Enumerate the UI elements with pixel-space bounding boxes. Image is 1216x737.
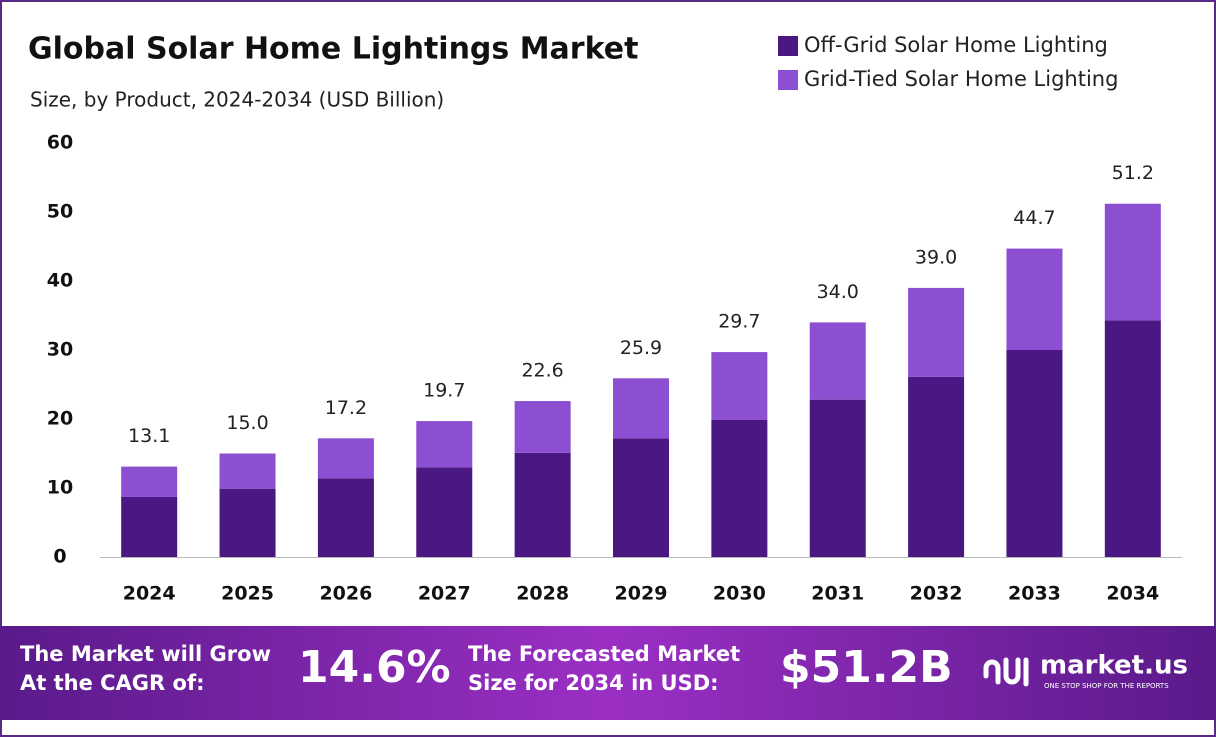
x-tick-label: 2032 bbox=[910, 583, 963, 605]
bar-segment bbox=[514, 452, 571, 557]
x-tick-label: 2030 bbox=[713, 583, 766, 605]
x-tick-label: 2034 bbox=[1106, 583, 1159, 605]
bar-segment bbox=[317, 478, 374, 557]
bar-segment bbox=[908, 287, 965, 377]
bar-segment bbox=[1006, 350, 1063, 557]
bar-segment bbox=[416, 467, 473, 557]
bar-segment bbox=[613, 378, 669, 439]
total-label: 15.0 bbox=[226, 412, 268, 434]
bar-segment bbox=[121, 466, 178, 497]
bar-segment bbox=[121, 496, 178, 557]
legend-label: Off-Grid Solar Home Lighting bbox=[804, 33, 1108, 57]
chart-title: Global Solar Home Lightings Market bbox=[28, 32, 638, 67]
bar-segment bbox=[1104, 203, 1161, 321]
bar-segment bbox=[711, 419, 768, 557]
bar-segment bbox=[219, 453, 276, 489]
x-tick-label: 2026 bbox=[319, 583, 372, 605]
total-label: 22.6 bbox=[521, 360, 563, 382]
x-tick-label: 2024 bbox=[123, 583, 176, 605]
footer-band bbox=[0, 626, 1216, 720]
bar-segment bbox=[514, 401, 571, 453]
total-label: 34.0 bbox=[817, 281, 859, 303]
bar-segment bbox=[219, 488, 276, 557]
y-tick-label: 20 bbox=[47, 408, 73, 430]
legend-label: Grid-Tied Solar Home Lighting bbox=[804, 67, 1118, 91]
bar-segment bbox=[908, 376, 965, 557]
bar-segment bbox=[1006, 248, 1063, 350]
total-label: 17.2 bbox=[325, 397, 367, 419]
y-tick-label: 0 bbox=[53, 546, 66, 568]
brand-tagline: ONE STOP SHOP FOR THE REPORTS bbox=[1044, 682, 1169, 690]
cagr-label: At the CAGR of: bbox=[20, 671, 205, 695]
bar-segment bbox=[711, 352, 768, 420]
bar-segment bbox=[809, 322, 866, 400]
bar-segment bbox=[613, 438, 669, 557]
legend-swatch bbox=[778, 70, 798, 90]
y-tick-label: 10 bbox=[47, 477, 73, 499]
cagr-value: 14.6% bbox=[298, 642, 451, 693]
cagr-label: The Market will Grow bbox=[20, 642, 271, 666]
y-tick-label: 50 bbox=[47, 201, 73, 223]
total-label: 13.1 bbox=[128, 425, 170, 447]
total-label: 44.7 bbox=[1013, 207, 1055, 229]
total-label: 51.2 bbox=[1112, 162, 1154, 184]
x-tick-label: 2031 bbox=[811, 583, 864, 605]
chart-subtitle: Size, by Product, 2024-2034 (USD Billion… bbox=[30, 88, 444, 112]
x-tick-label: 2027 bbox=[418, 583, 471, 605]
bar-segment bbox=[416, 421, 473, 468]
total-label: 19.7 bbox=[423, 380, 465, 402]
x-tick-label: 2025 bbox=[221, 583, 274, 605]
y-tick-label: 40 bbox=[47, 270, 73, 292]
y-tick-label: 60 bbox=[47, 132, 73, 154]
total-label: 29.7 bbox=[718, 311, 760, 333]
total-label: 25.9 bbox=[620, 337, 662, 359]
bar-segment bbox=[1104, 320, 1161, 557]
bar-segment bbox=[317, 438, 374, 479]
forecast-value: $51.2B bbox=[780, 642, 953, 693]
forecast-label: The Forecasted Market bbox=[468, 642, 740, 666]
legend-swatch bbox=[778, 36, 798, 56]
brand-name: market.us bbox=[1040, 651, 1188, 681]
brand-logo bbox=[983, 657, 1029, 687]
x-tick-label: 2028 bbox=[516, 583, 569, 605]
x-tick-label: 2029 bbox=[615, 583, 668, 605]
bar-segment bbox=[809, 399, 866, 557]
forecast-label: Size for 2034 in USD: bbox=[468, 671, 719, 695]
total-label: 39.0 bbox=[915, 246, 957, 268]
y-tick-label: 30 bbox=[47, 339, 73, 361]
x-tick-label: 2033 bbox=[1008, 583, 1061, 605]
